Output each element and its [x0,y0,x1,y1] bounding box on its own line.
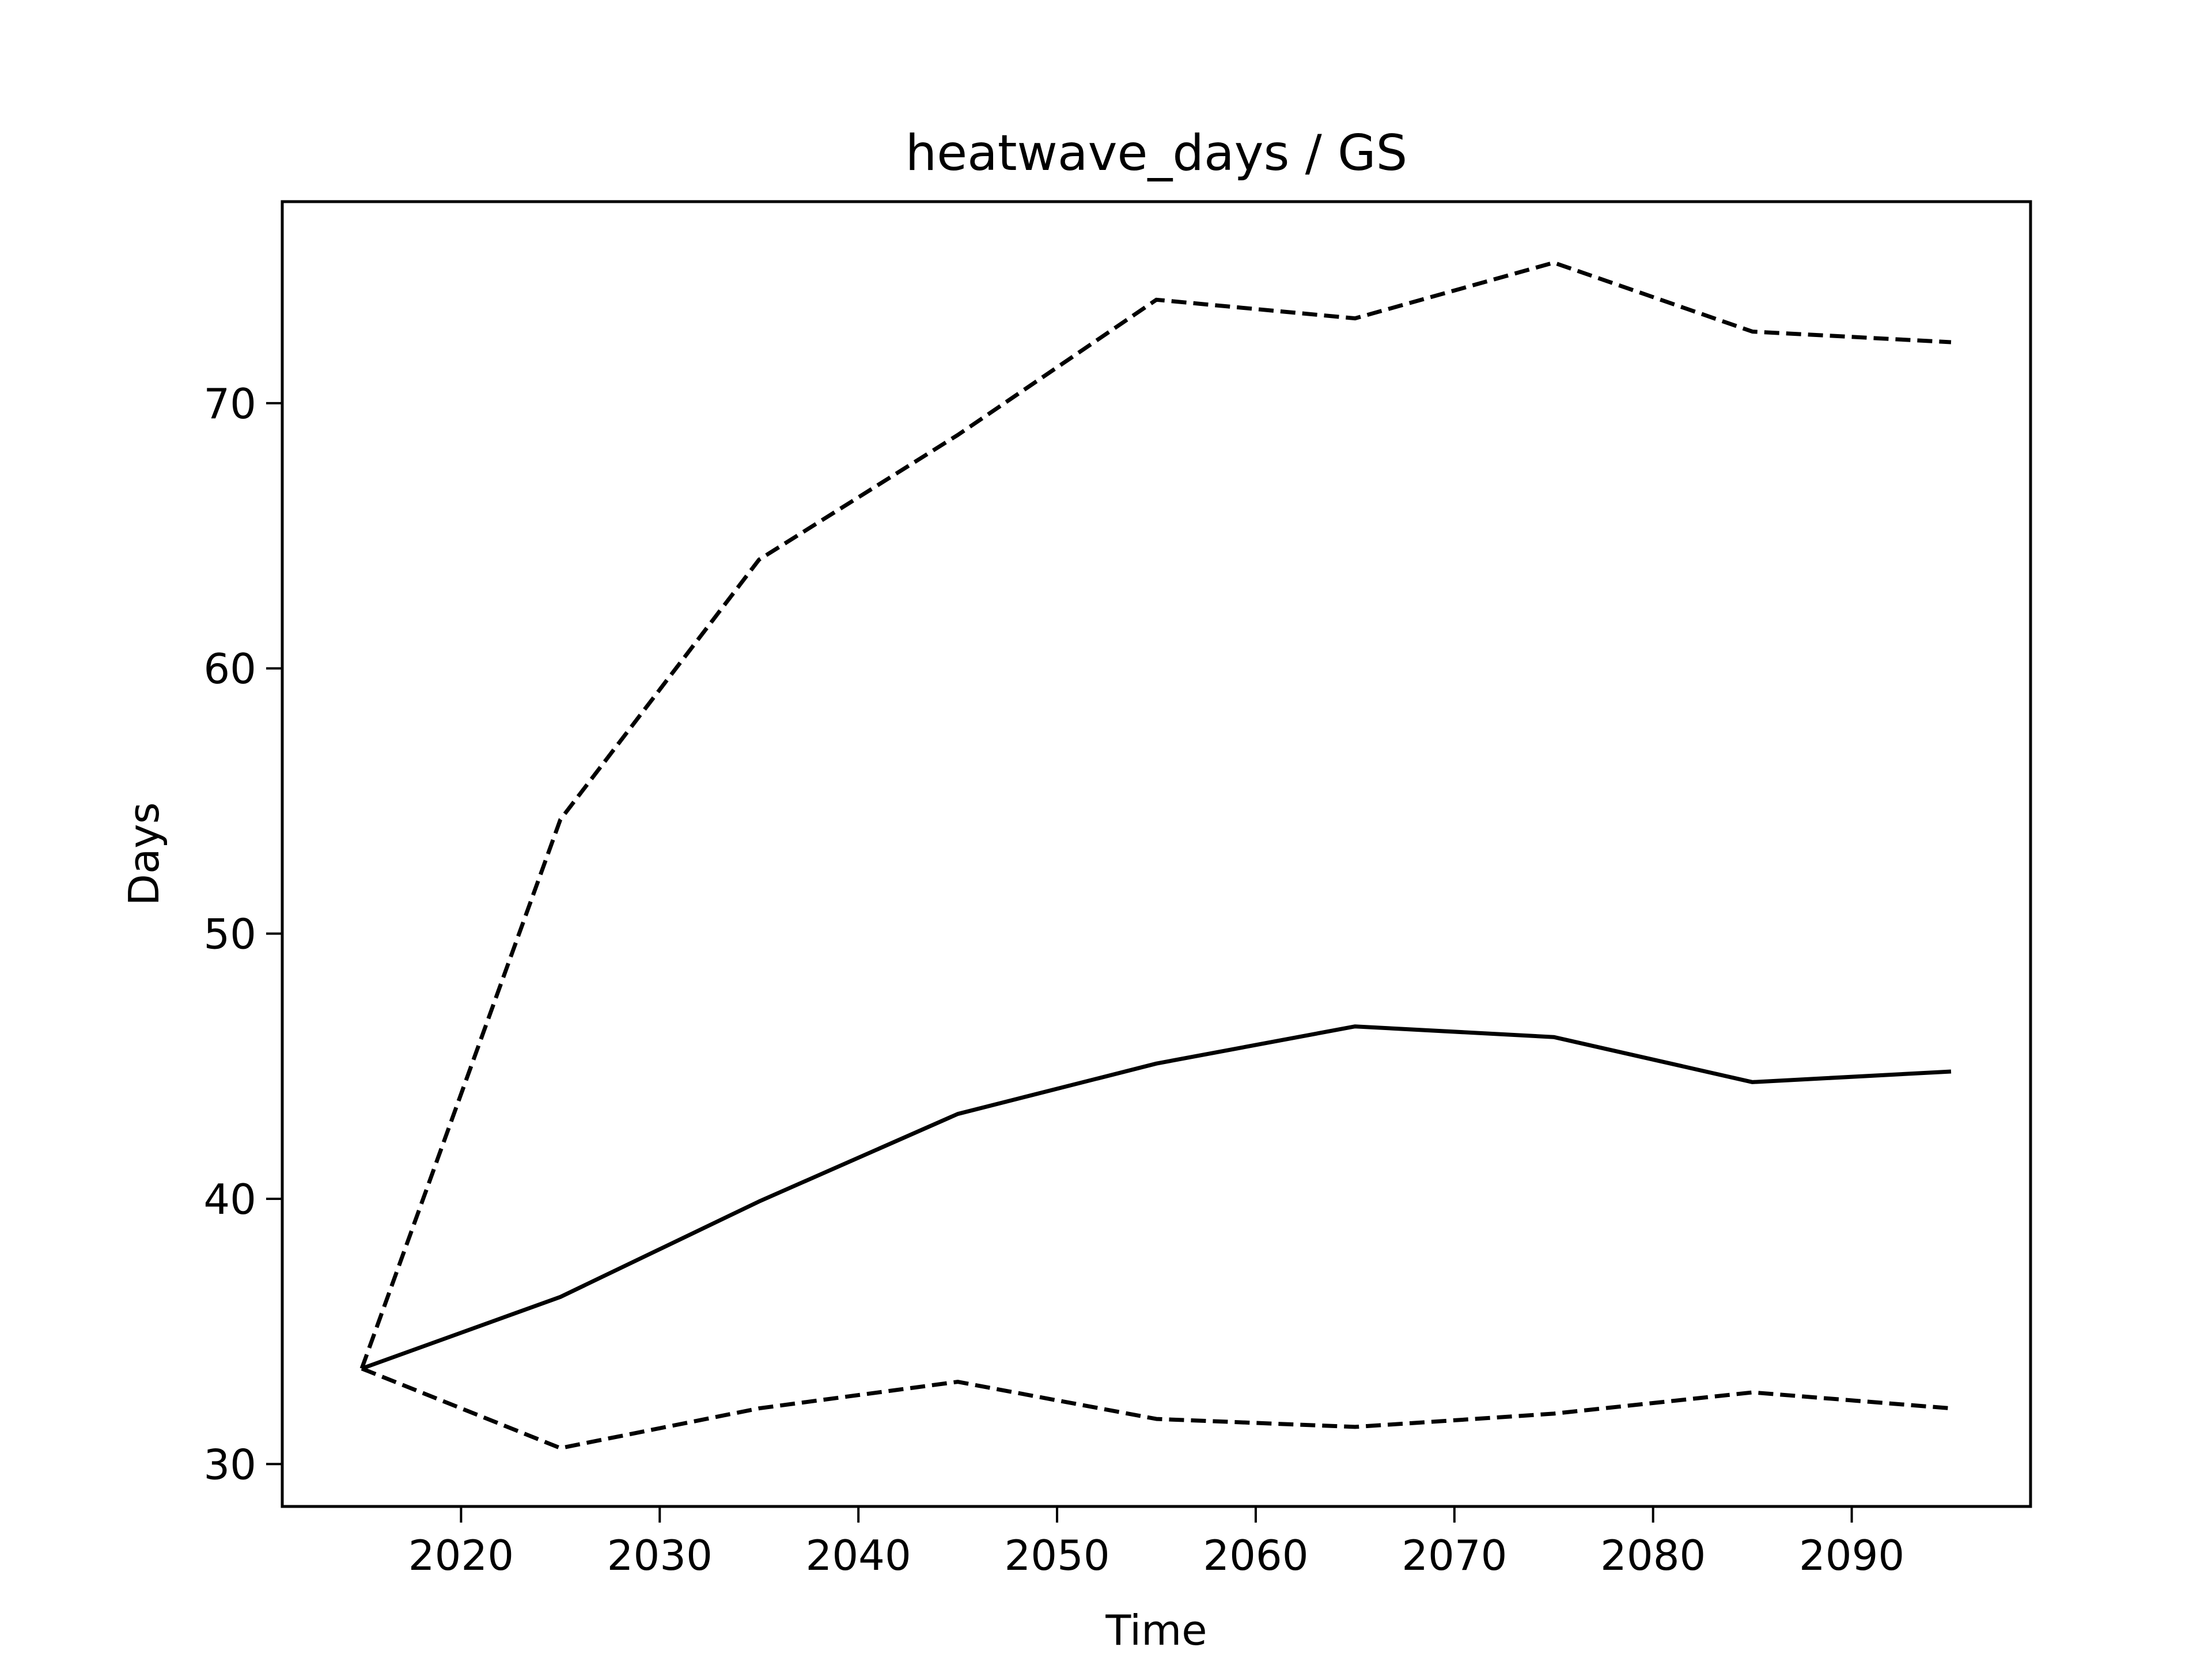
x-tick-label: 2040 [806,1531,911,1580]
series-line-3-dashed [361,1366,1952,1451]
x-tick-label: 2020 [408,1531,514,1580]
x-tick-label: 2060 [1203,1531,1308,1580]
y-tick-label: 60 [203,645,256,693]
series-line-2-dashed [359,260,1952,1369]
x-tick-label: 2070 [1402,1531,1507,1580]
series-layer [359,260,1952,1451]
x-tick-label: 2050 [1004,1531,1109,1580]
x-tick-label: 2080 [1600,1531,1706,1580]
plot-frame [281,200,2032,1508]
x-tick-label: 2030 [607,1531,713,1580]
x-axis-label: Time [1105,1606,1207,1655]
y-tick-label: 30 [203,1440,256,1489]
x-tick-label: 2090 [1799,1531,1904,1580]
y-tick-label: 70 [203,380,256,428]
tick-layer: 2020 2030 2040 2050 2060 2070 2080 2090 30 40 50 60… [203,380,1904,1580]
chart-title: heatwave_days / GS [906,124,1408,182]
y-tick-label: 40 [203,1175,256,1224]
y-axis-label: Days [120,802,168,906]
y-tick-label: 50 [203,910,256,959]
series-line-1-solid [361,1024,1952,1371]
